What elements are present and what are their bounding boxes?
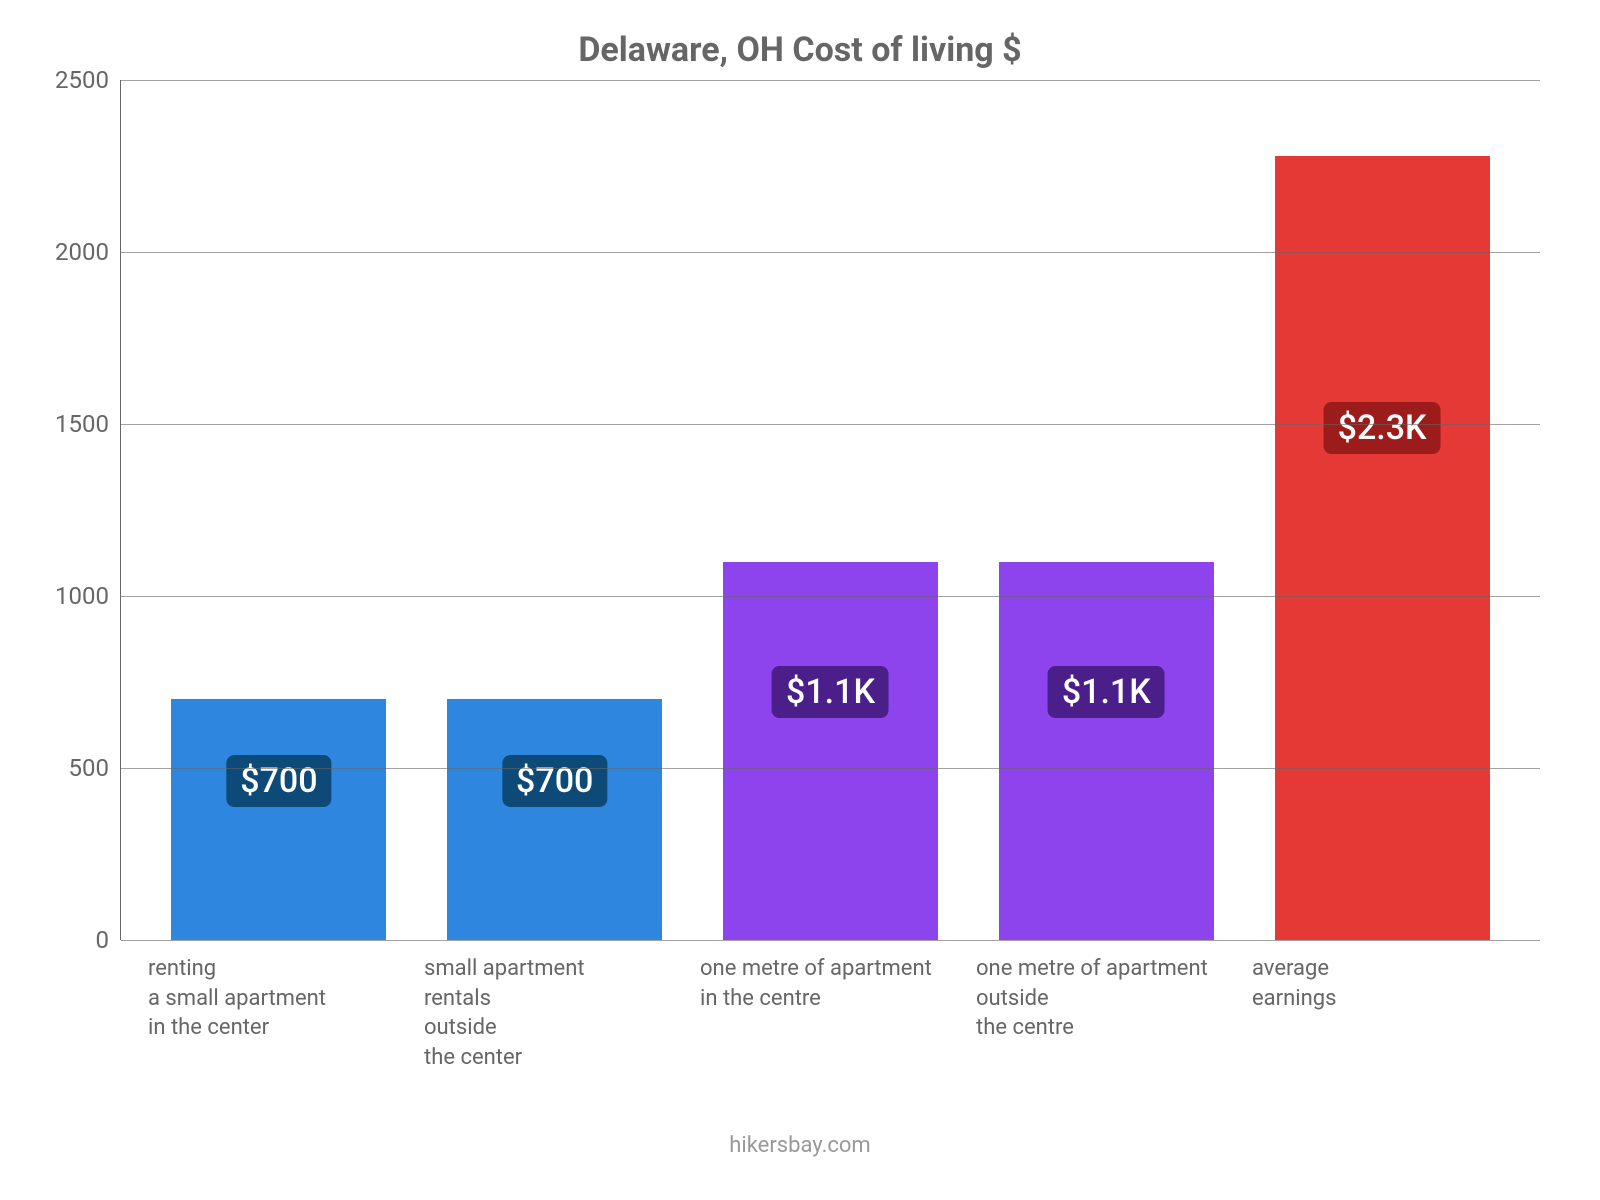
- x-axis-label: one metre of apartment in the centre: [692, 954, 968, 1073]
- bars-row: $700 $700 $1.1K $1.1K $2.3K: [121, 80, 1540, 940]
- y-tick-label: 0: [96, 926, 122, 954]
- bar: $2.3K: [1275, 156, 1490, 940]
- bar-value-label: $1.1K: [1048, 666, 1165, 718]
- bar-value-label: $700: [502, 755, 607, 807]
- chart-container: Delaware, OH Cost of living $ $700 $700 $1…: [0, 0, 1600, 1200]
- bar-value-label: $700: [226, 755, 331, 807]
- y-tick-label: 1500: [55, 410, 121, 438]
- bar: $1.1K: [723, 562, 938, 940]
- bar-slot: $2.3K: [1244, 80, 1520, 940]
- x-axis-label: small apartment rentals outside the cent…: [416, 954, 692, 1073]
- x-axis-label: average earnings: [1244, 954, 1520, 1073]
- x-axis-label: one metre of apartment outside the centr…: [968, 954, 1244, 1073]
- x-axis-labels: renting a small apartment in the centers…: [120, 940, 1540, 1073]
- chart-title: Delaware, OH Cost of living $: [60, 30, 1540, 70]
- bar: $700: [171, 699, 386, 940]
- bar-slot: $1.1K: [968, 80, 1244, 940]
- bar-slot: $700: [417, 80, 693, 940]
- gridline: [121, 940, 1540, 941]
- bar: $1.1K: [999, 562, 1214, 940]
- bar: $700: [447, 699, 662, 940]
- gridline: [121, 768, 1540, 769]
- gridline: [121, 252, 1540, 253]
- y-tick-label: 2000: [55, 238, 121, 266]
- gridline: [121, 424, 1540, 425]
- y-tick-label: 1000: [55, 582, 121, 610]
- gridline: [121, 80, 1540, 81]
- bar-slot: $700: [141, 80, 417, 940]
- x-axis-label: renting a small apartment in the center: [140, 954, 416, 1073]
- plot-area: $700$700$1.1K$1.1K$2.3K 0500100015002000…: [120, 80, 1540, 940]
- bar-value-label: $2.3K: [1324, 402, 1441, 454]
- bar-value-label: $1.1K: [772, 666, 889, 718]
- footer-credit: hikersbay.com: [60, 1133, 1540, 1158]
- y-tick-label: 2500: [55, 66, 121, 94]
- gridline: [121, 596, 1540, 597]
- bar-slot: $1.1K: [693, 80, 969, 940]
- y-tick-label: 500: [69, 754, 121, 782]
